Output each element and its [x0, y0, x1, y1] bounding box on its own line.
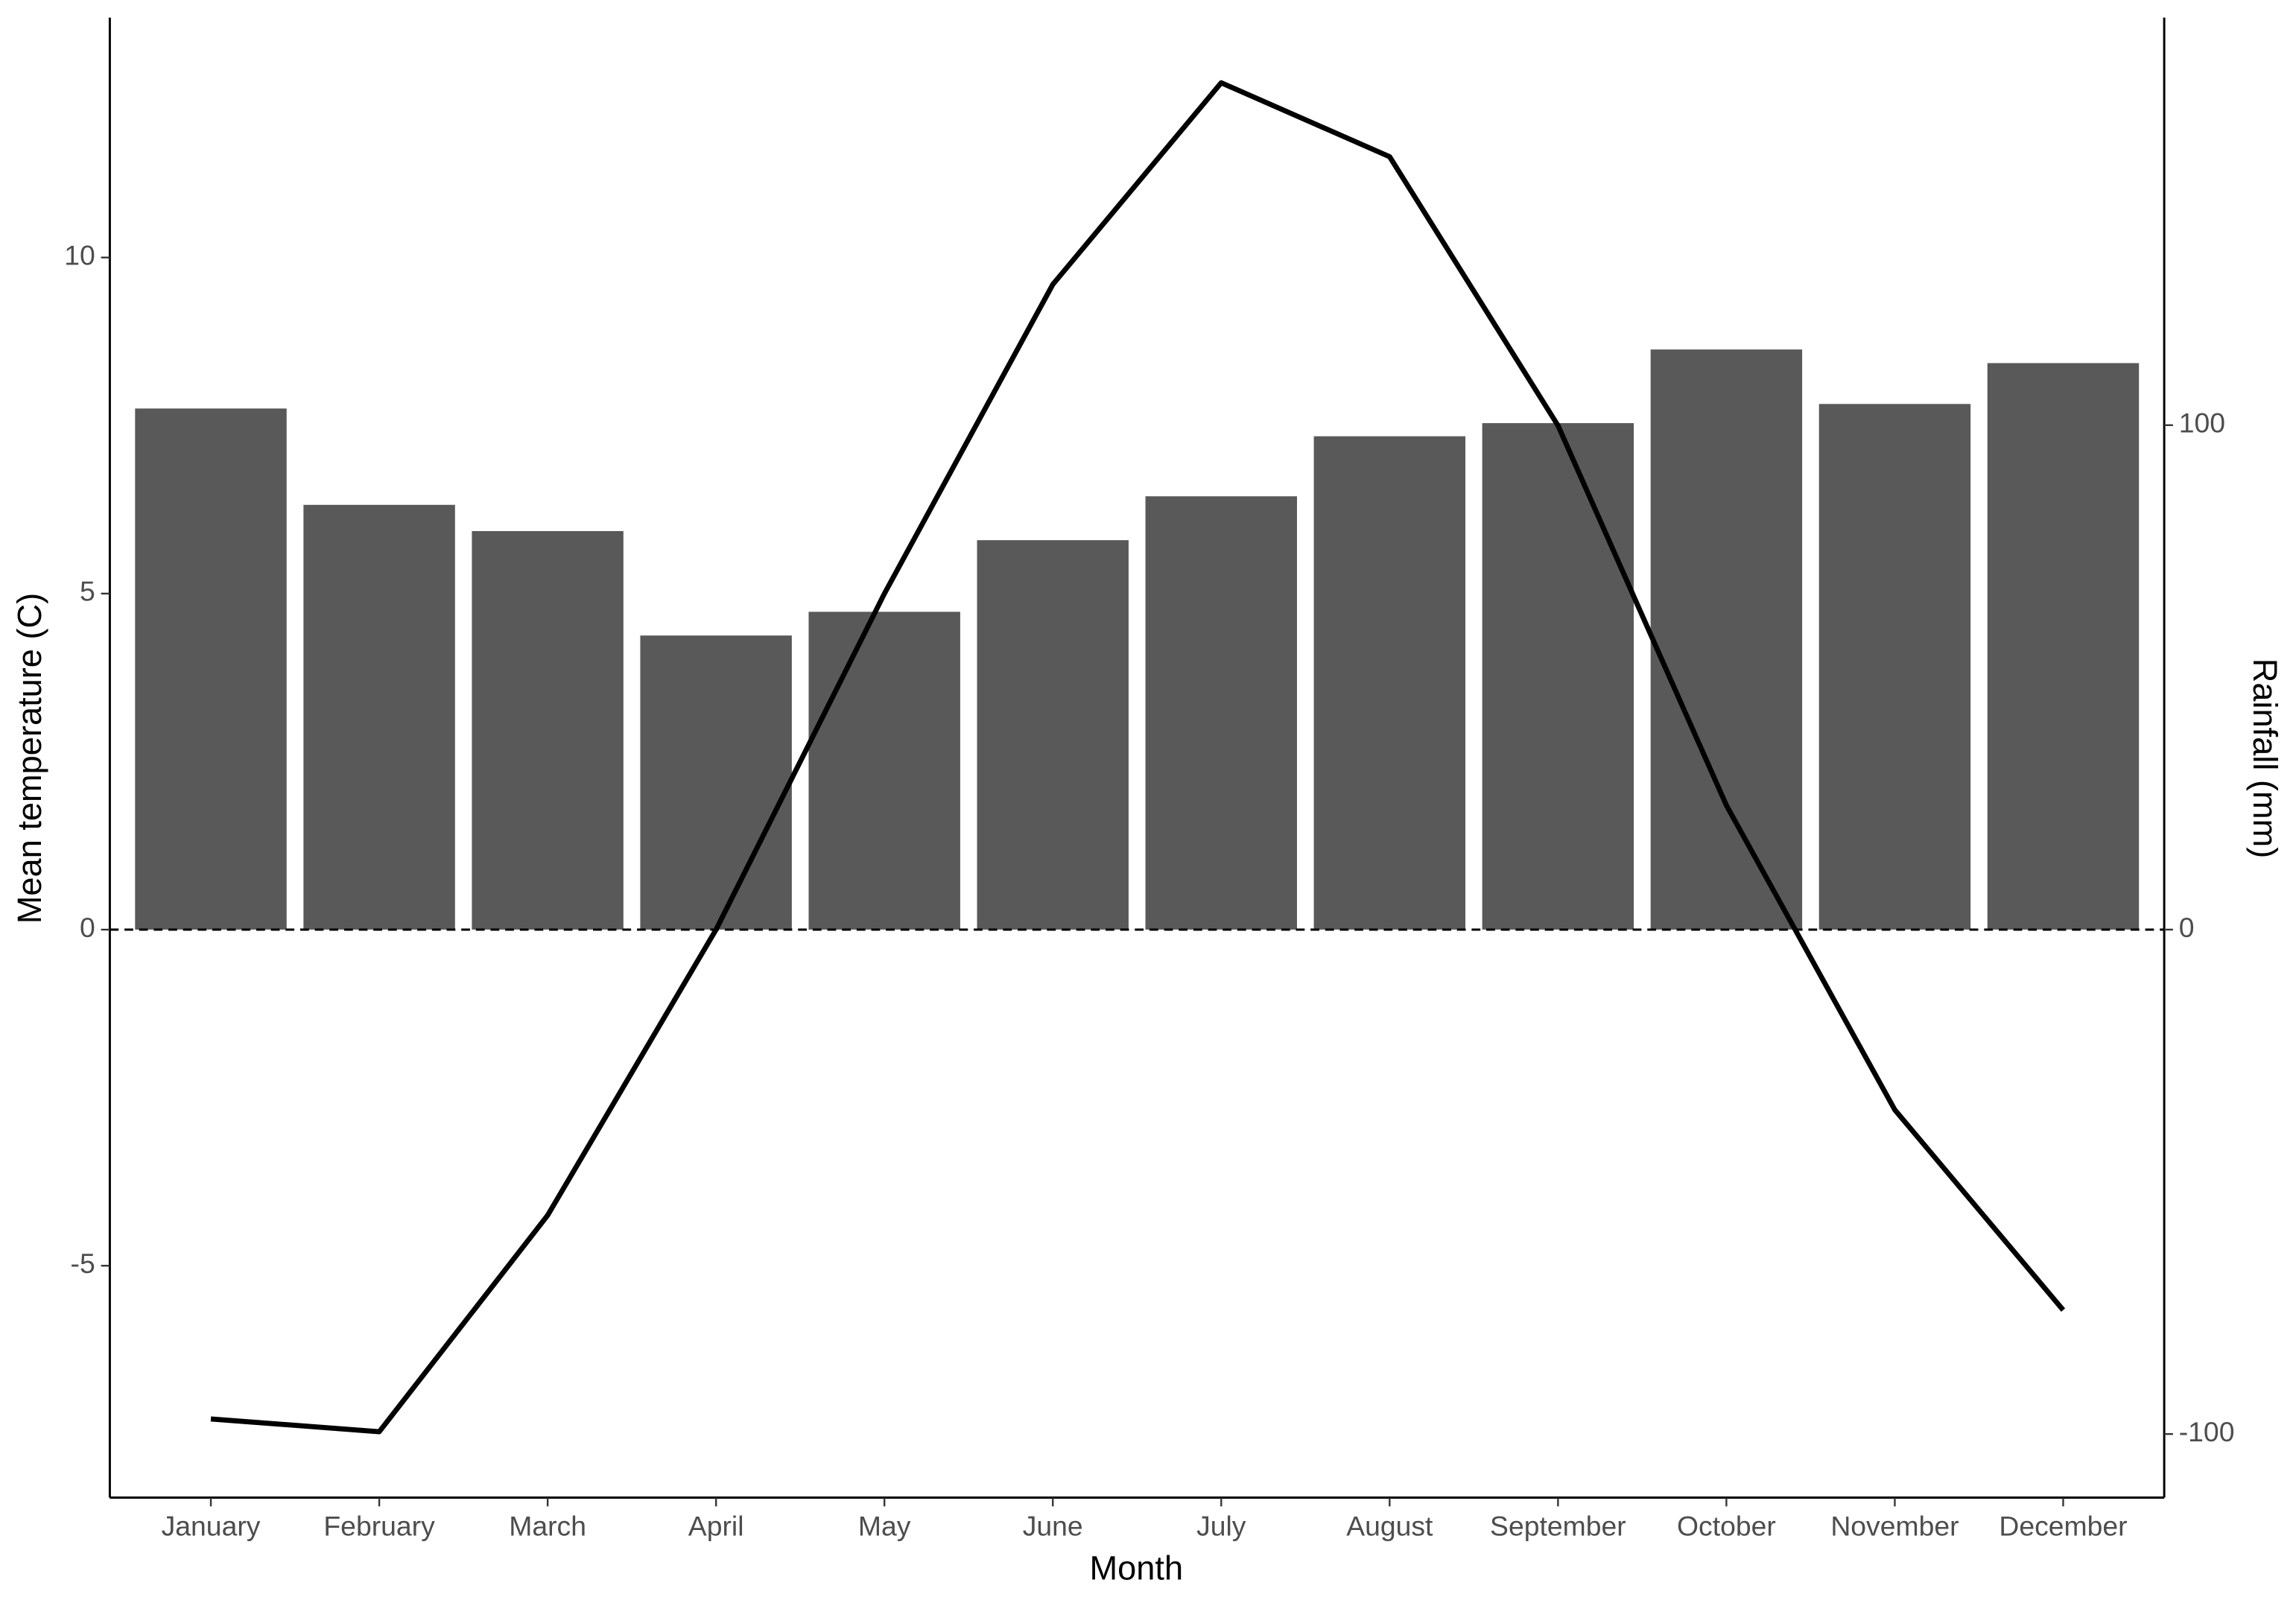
y-tick-label: 10: [64, 240, 95, 271]
x-tick-label: September: [1490, 1511, 1626, 1542]
bar: [1482, 423, 1634, 930]
bar: [303, 504, 455, 930]
bar: [1818, 404, 1971, 930]
x-axis-title: Month: [1089, 1549, 1183, 1587]
x-tick-label: June: [1023, 1511, 1083, 1542]
y-tick-label: -5: [71, 1248, 95, 1279]
bar: [472, 530, 624, 930]
y2-tick-label: -100: [2179, 1416, 2235, 1447]
bar: [1987, 363, 2140, 930]
x-tick-label: October: [1677, 1511, 1776, 1542]
x-tick-label: April: [688, 1511, 744, 1542]
x-tick-label: March: [509, 1511, 586, 1542]
bar: [1145, 496, 1297, 930]
x-tick-label: November: [1830, 1511, 1959, 1542]
bar: [640, 635, 792, 930]
bar: [1650, 349, 1803, 930]
bar: [977, 540, 1129, 930]
y2-axis-title: Rainfall (mm): [2246, 658, 2284, 859]
x-tick-label: January: [162, 1511, 261, 1542]
line: [210, 80, 2066, 1435]
x-tick-label: December: [1999, 1511, 2127, 1542]
x-tick-label: August: [1346, 1511, 1433, 1542]
x-tick-label: February: [323, 1511, 435, 1542]
x-tick-label: May: [858, 1511, 911, 1542]
bar: [1313, 436, 1466, 930]
bar: [808, 612, 960, 930]
y-axis-title: Mean temperature (C): [10, 593, 48, 924]
y2-tick-label: 100: [2179, 407, 2225, 439]
x-tick-label: July: [1196, 1511, 1246, 1542]
y-tick-label: 5: [80, 576, 95, 607]
bar: [135, 408, 287, 930]
y-tick-label: 0: [80, 912, 95, 943]
y2-tick-label: 0: [2179, 912, 2195, 943]
